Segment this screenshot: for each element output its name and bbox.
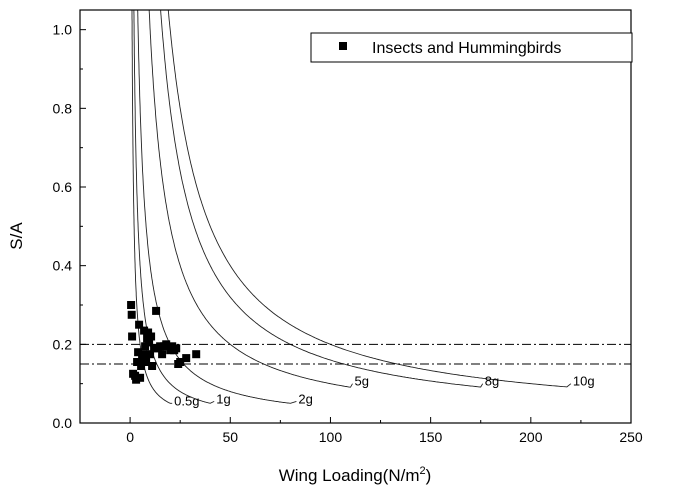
x-axis-label-superscript: 2 [419,465,425,477]
scatter-point [192,350,201,359]
plot-frame [79,9,632,424]
scatter-point [162,340,171,349]
scatter-point [145,338,154,347]
y-axis-label: S/A [7,222,26,250]
y-tick-label: 0.0 [53,415,73,431]
scatter-point-group [127,301,201,384]
curve-2g [137,10,297,404]
x-tick-label: 200 [519,429,543,445]
scatter-point [146,350,155,359]
scatter-point [147,332,156,341]
curve-label-2g: 2g [298,391,312,406]
curve-label-0.5g: 0.5g [174,393,199,408]
scatter-point [135,320,144,329]
scatter-point [134,348,143,357]
scatter-point [137,362,146,370]
scatter-point [156,342,165,351]
x-axis-label: Wing Loading(N/m2) [279,465,432,485]
curve-label-group: 0.5g 1g 2g 5g 8g 10g [174,374,594,409]
curve-5g [148,10,353,388]
curve-label-5g: 5g [354,374,368,389]
scatter-point [172,344,181,353]
scatter-point [128,332,137,341]
curve-group [131,10,572,404]
x-tick-label: 50 [222,429,238,445]
scatter-point [148,362,157,370]
y-tick-label: 0.8 [53,100,73,116]
x-axis-label-main: Wing Loading(N/m [279,466,420,485]
x-tick-label: 150 [419,429,443,445]
legend-marker [339,42,347,50]
curve-label-1g: 1g [216,391,230,406]
scatter-point [142,358,151,366]
scatter-point [139,350,148,359]
tick-group: 0 50 100 150 200 250 0.0 0.2 0.4 0.6 0.8 1.0 [53,22,643,445]
x-tick-label: 100 [319,429,343,445]
curve-1g [133,10,215,404]
scatter-point [136,373,145,382]
x-tick-label: 250 [619,429,643,445]
curve-8g [160,10,484,388]
y-tick-label: 0.2 [53,336,73,352]
y-tick-label: 1.0 [53,22,73,38]
scatter-point [176,358,185,366]
x-axis-label-end: ) [426,466,432,485]
curve-label-8g: 8g [485,374,499,389]
scatter-point [182,354,191,363]
x-tick-label: 0 [126,429,134,445]
scatter-point [152,306,161,315]
scatter-point [127,301,136,309]
curve-label-10g: 10g [573,374,595,389]
y-tick-label: 0.6 [53,179,73,195]
legend-label: Insects and Hummingbirds [372,40,561,57]
y-tick-label: 0.4 [53,258,73,274]
scatter-point [158,350,167,359]
curve-10g [167,10,572,388]
legend: Insects and Hummingbirds [310,32,633,63]
scatter-point [127,310,136,319]
legend-box [310,32,633,63]
